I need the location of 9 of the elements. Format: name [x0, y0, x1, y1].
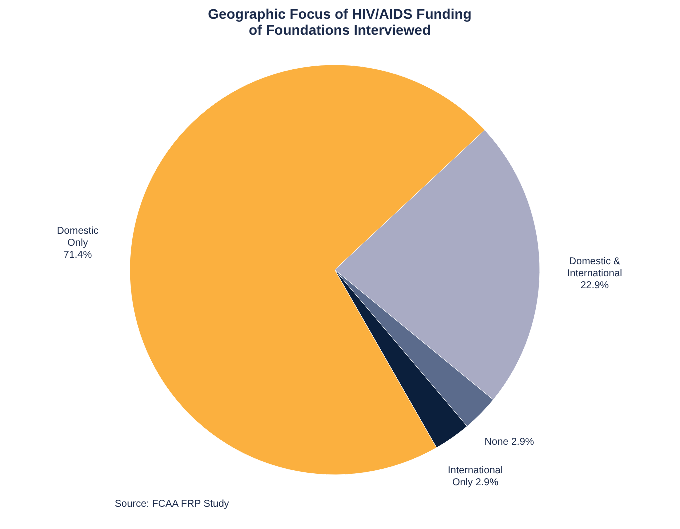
text: Geographic Focus of HIV/AIDS Funding [208, 6, 472, 22]
text: of Foundations Interviewed [248, 22, 432, 38]
slice-label: Domestic Only [57, 226, 99, 250]
data-label: 22.9% [580, 280, 610, 292]
source-note: Source: FCAA FRP Study [115, 499, 230, 510]
slice-label: International Only 2.9% [448, 466, 504, 489]
slice-label: None 2.9% [484, 436, 534, 448]
data-label: 71.4% [64, 250, 92, 262]
slice-label: Domestic & International [567, 256, 622, 280]
